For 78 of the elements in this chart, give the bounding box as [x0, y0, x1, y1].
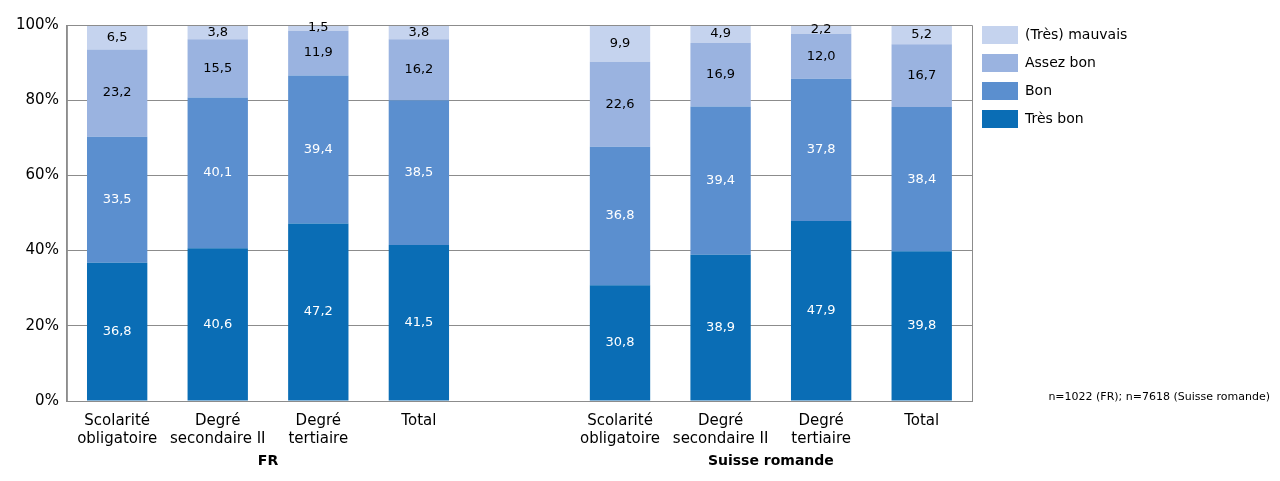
data-label: 38,5	[404, 163, 434, 179]
bar	[589, 285, 651, 401]
bar	[187, 248, 248, 401]
bar	[690, 106, 751, 255]
data-label: 1,5	[307, 19, 329, 35]
y-tick-label: 20%	[25, 315, 59, 334]
data-label: 9,9	[609, 34, 631, 50]
data-label: 16,2	[404, 61, 434, 77]
bar	[790, 33, 852, 79]
bar	[288, 75, 349, 224]
data-label: 33,5	[102, 191, 132, 207]
data-label: 41,5	[404, 314, 434, 330]
data-label: 40,6	[203, 315, 233, 331]
bar	[891, 251, 952, 401]
bar	[187, 97, 248, 249]
x-tick-label: Total	[400, 410, 437, 429]
data-label: 30,8	[605, 334, 635, 350]
y-tick-label: 40%	[25, 240, 59, 259]
data-label: 39,4	[303, 140, 333, 156]
x-tick-label: Degré secondaire II	[169, 410, 266, 447]
bar	[388, 100, 450, 245]
bar	[388, 39, 450, 101]
y-tick-label: 0%	[35, 390, 59, 409]
data-label: 15,5	[203, 59, 233, 75]
bar	[589, 25, 651, 62]
data-label: 47,9	[806, 302, 836, 318]
bar	[790, 220, 852, 401]
x-tick-label: Degré secondaire II	[672, 410, 769, 447]
y-tick-label: 80%	[25, 90, 59, 109]
x-tick-label: Degré tertiaire	[791, 410, 852, 447]
data-label: 36,8	[605, 207, 635, 223]
data-label: 11,9	[303, 44, 333, 60]
bar	[690, 43, 751, 107]
text: n=1022 (FR); n=7618 (Suisse romande)	[1048, 389, 1270, 403]
bar	[187, 39, 248, 98]
data-label: 22,6	[605, 95, 635, 111]
x-tick-label: Degré tertiaire	[288, 410, 349, 447]
data-label: 40,1	[203, 164, 233, 180]
data-label: 2,2	[810, 20, 832, 36]
data-label: 23,2	[102, 84, 132, 100]
legend-label: Assez bon	[1025, 53, 1096, 70]
data-label: 3,8	[207, 23, 229, 39]
data-label: 12,0	[806, 47, 836, 63]
legend-label: (Très) mauvais	[1025, 25, 1128, 42]
data-label: 6,5	[106, 28, 128, 44]
y-tick-label: 60%	[25, 165, 59, 184]
bar	[790, 78, 852, 221]
bar	[891, 44, 952, 107]
y-tick-label: 100%	[15, 14, 59, 33]
bar	[87, 49, 148, 137]
data-label: 4,9	[710, 25, 731, 41]
bar	[388, 244, 450, 401]
data-label: 5,2	[911, 25, 933, 41]
data-label: 39,8	[907, 317, 937, 333]
bar	[288, 223, 349, 401]
legend-label: Très bon	[1024, 109, 1084, 126]
text: FR	[257, 451, 279, 468]
bar	[589, 61, 651, 147]
x-tick-label: Scolarité obligatoire	[579, 410, 661, 447]
data-label: 38,9	[706, 318, 736, 334]
data-label: 47,2	[303, 303, 333, 319]
text: Suisse romande	[707, 451, 834, 468]
bar	[288, 30, 349, 76]
bar	[87, 262, 148, 401]
data-label: 16,7	[907, 66, 937, 82]
bar	[87, 136, 148, 263]
data-label: 3,8	[408, 23, 430, 39]
bar	[589, 146, 651, 286]
data-label: 16,9	[706, 66, 736, 82]
data-label: 38,4	[907, 170, 937, 186]
bar	[690, 254, 751, 401]
data-label: 36,8	[102, 322, 132, 338]
data-label: 37,8	[806, 141, 836, 157]
x-tick-label: Total	[903, 410, 940, 429]
legend-label: Bon	[1025, 81, 1053, 98]
x-tick-label: Scolarité obligatoire	[77, 410, 158, 447]
data-label: 39,4	[706, 172, 736, 188]
bar	[891, 106, 952, 252]
